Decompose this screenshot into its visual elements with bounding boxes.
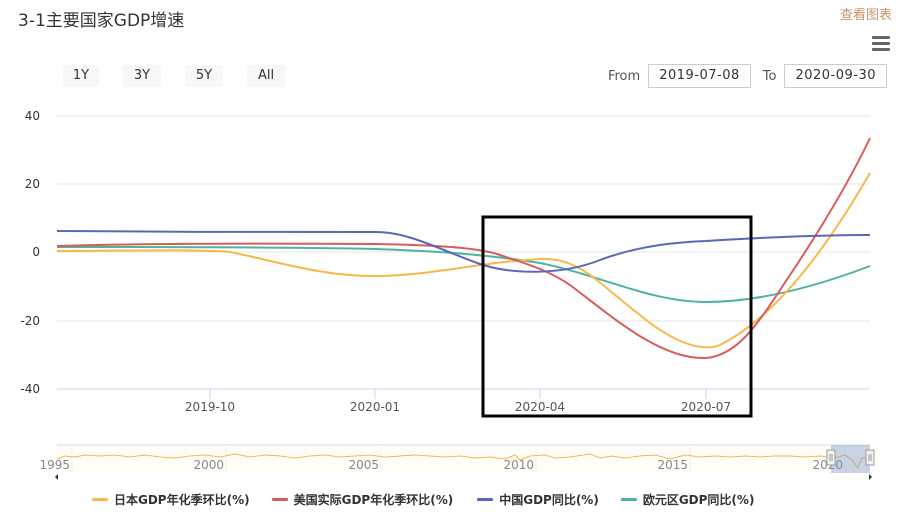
series-us-line[interactable]: [56, 137, 871, 360]
to-label: To: [762, 68, 777, 84]
legend-label: 日本GDP年化季环比(%): [114, 493, 250, 507]
legend-item-japan[interactable]: 日本GDP年化季环比(%): [92, 491, 250, 508]
page-title: 3-1主要国家GDP增速: [18, 11, 185, 31]
legend-swatch-euro: [620, 498, 637, 501]
y-tick: -20: [20, 314, 40, 328]
y-axis-labels: 40 20 0 -20 -40: [20, 109, 40, 396]
scroll-left-arrow-icon[interactable]: [55, 474, 58, 480]
series-japan-line[interactable]: [56, 172, 871, 349]
x-tick-marks: [209, 389, 707, 399]
navigator-series-line: [56, 453, 871, 470]
range-selector: 1Y 3Y 5Y All: [63, 65, 309, 87]
navigator[interactable]: 1995 2000 2005 2010 2015 2020: [39, 444, 875, 480]
y-tick: 40: [25, 109, 40, 123]
svg-text:2010: 2010: [503, 458, 534, 472]
x-tick: 2020-01: [350, 400, 400, 414]
grid-lines: [57, 115, 870, 322]
from-date-input[interactable]: 2019-07-08: [648, 64, 751, 88]
view-chart-link[interactable]: 查看图表: [839, 8, 892, 23]
svg-text:2000: 2000: [193, 458, 224, 472]
scroll-right-arrow-icon[interactable]: [869, 474, 872, 480]
navigator-right-handle[interactable]: [865, 449, 875, 466]
x-axis-labels: 2019-10 2020-01 2020-04 2020-07: [185, 400, 731, 414]
legend-swatch-us: [271, 498, 288, 501]
range-button-3y[interactable]: 3Y: [123, 65, 161, 87]
legend-label: 中国GDP同比(%): [499, 493, 599, 507]
navigator-axis-labels: 1995 2000 2005 2010 2015 2020: [39, 458, 843, 472]
range-button-all[interactable]: All: [247, 65, 285, 87]
highlight-box: [481, 215, 753, 418]
legend-swatch-japan: [92, 498, 108, 501]
legend-label: 美国实际GDP年化季环比(%): [293, 493, 454, 507]
range-button-5y[interactable]: 5Y: [185, 65, 223, 87]
y-tick: 0: [32, 245, 40, 259]
series-euro-line[interactable]: [56, 246, 871, 304]
x-tick: 2019-10: [185, 400, 235, 414]
navigator-left-handle[interactable]: [826, 449, 836, 466]
legend-item-us[interactable]: 美国实际GDP年化季环比(%): [271, 491, 454, 508]
svg-text:2015: 2015: [657, 458, 688, 472]
svg-text:2005: 2005: [348, 458, 379, 472]
date-range: From 2019-07-08 To 2020-09-30: [608, 64, 887, 88]
legend-swatch-china: [477, 498, 494, 501]
x-tick: 2020-07: [681, 400, 731, 414]
y-tick: -40: [20, 382, 40, 396]
from-label: From: [607, 68, 641, 84]
to-date-input[interactable]: 2020-09-30: [784, 64, 887, 88]
y-tick: 20: [25, 177, 40, 191]
x-tick: 2020-04: [515, 400, 565, 414]
svg-text:1995: 1995: [39, 458, 70, 472]
legend-label: 欧元区GDP同比(%): [642, 493, 755, 507]
series-china-line[interactable]: [56, 230, 871, 273]
legend-item-china[interactable]: 中国GDP同比(%): [477, 491, 599, 508]
hamburger-menu-icon[interactable]: [872, 36, 890, 52]
range-button-1y[interactable]: 1Y: [63, 65, 99, 87]
legend: 日本GDP年化季环比(%) 美国实际GDP年化季环比(%) 中国GDP同比(%)…: [0, 491, 900, 508]
navigator-selection[interactable]: [831, 445, 870, 473]
legend-item-euro[interactable]: 欧元区GDP同比(%): [620, 491, 755, 508]
